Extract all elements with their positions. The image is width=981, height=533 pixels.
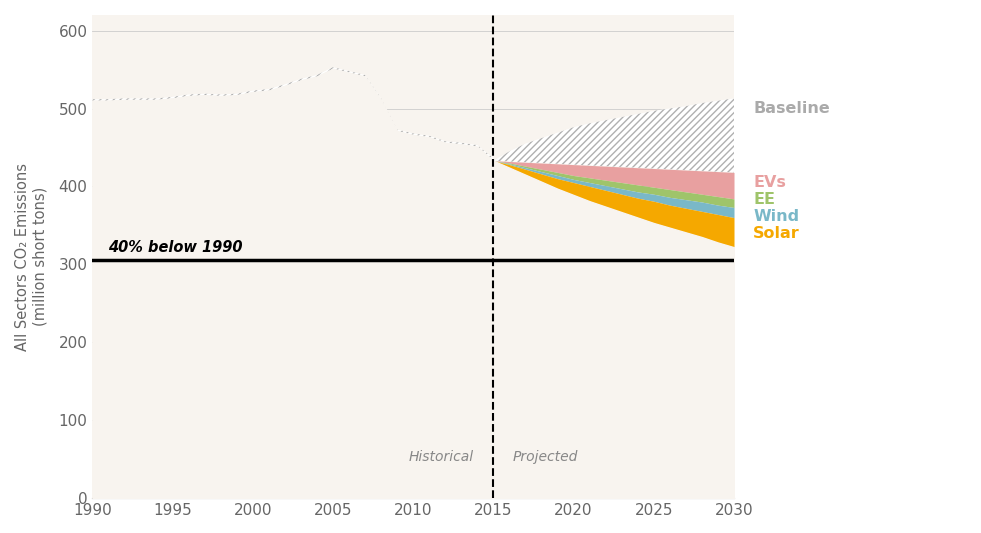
Text: Solar: Solar [753, 225, 800, 241]
Text: EE: EE [753, 192, 775, 207]
Text: 40% below 1990: 40% below 1990 [109, 240, 243, 255]
Text: Historical: Historical [409, 450, 474, 464]
Text: Projected: Projected [513, 450, 578, 464]
Text: EVs: EVs [753, 175, 786, 190]
Text: Wind: Wind [753, 208, 800, 223]
Text: Baseline: Baseline [753, 101, 830, 116]
Y-axis label: All Sectors CO₂ Emissions
(million short tons): All Sectors CO₂ Emissions (million short… [15, 163, 47, 351]
